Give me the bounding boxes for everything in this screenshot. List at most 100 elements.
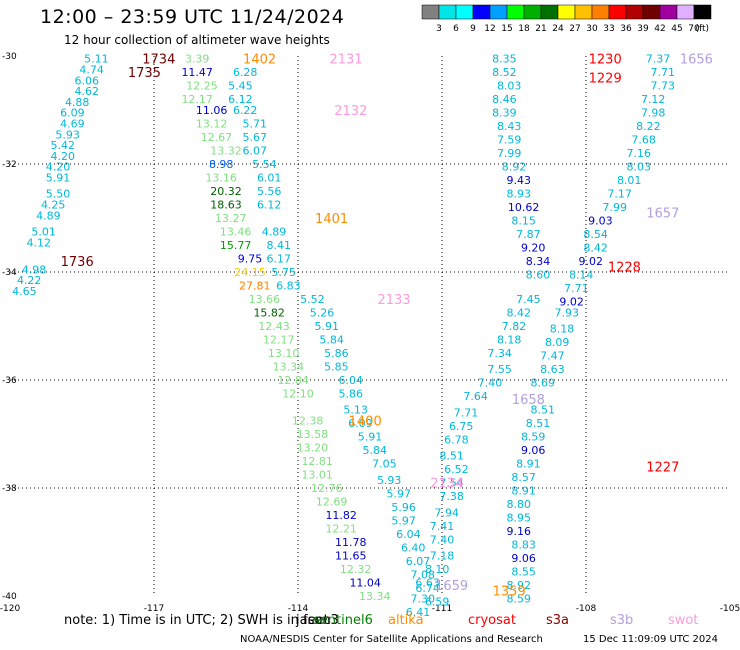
wave-height-label: 8.95 (507, 512, 532, 525)
colorbar-tick-label: 3 (436, 24, 442, 34)
wave-height-label: 6.12 (257, 199, 282, 212)
wave-height-label: 5.84 (363, 444, 388, 457)
wave-height-label: 7.17 (607, 188, 632, 201)
wave-height-label: 6.59 (425, 595, 450, 608)
x-tick-label: -117 (144, 604, 164, 614)
wave-height-label: 8.91 (516, 458, 541, 471)
wave-height-label: 5.54 (252, 158, 277, 171)
wave-height-label: 11.78 (335, 536, 367, 549)
wave-height-label: 5.71 (243, 118, 268, 131)
wave-height-label: 7.38 (439, 490, 464, 503)
wave-height-label: 6.12 (228, 93, 253, 106)
colorbar-tick-label: 42 (654, 24, 665, 34)
wave-height-label: 18.63 (210, 199, 242, 212)
timestamp: 15 Dec 11:09:09 UTC 2024 (583, 634, 718, 645)
wave-height-label: 5.45 (228, 80, 253, 93)
wave-height-label: 5.85 (324, 361, 349, 374)
wave-height-label: 9.16 (507, 525, 532, 538)
y-tick-label: -38 (2, 484, 17, 494)
wave-height-label: 7.08 (411, 568, 436, 581)
colorbar-tick-label: 45 (671, 24, 682, 34)
colorbar-tick-label: 6 (453, 24, 459, 34)
wave-height-label: 8.69 (531, 377, 556, 390)
wave-height-label: 4.62 (75, 85, 100, 98)
wave-height-label: 12.69 (316, 496, 348, 509)
colorbar-tick-label: 70 (688, 24, 700, 34)
wave-height-label: 6.41 (406, 606, 431, 619)
wave-height-label: 4.65 (12, 285, 37, 298)
wave-height-label: 7.87 (516, 228, 541, 241)
wave-height-label: 13.16 (205, 172, 237, 185)
wave-height-label: 8.14 (569, 269, 594, 282)
wave-height-label: 6.04 (396, 528, 421, 541)
wave-height-label: 7.47 (540, 350, 565, 363)
pass-time-label: 1402 (243, 53, 276, 68)
wave-height-label: 11.47 (181, 66, 213, 79)
colorbar-tick-label: 36 (620, 24, 632, 34)
wave-height-label: 4.89 (36, 209, 61, 222)
mission-label-cryosat: cryosat (468, 613, 516, 628)
wave-height-label: 8.03 (627, 161, 652, 174)
wave-height-label: 8.42 (507, 307, 532, 320)
wave-height-label: 8.18 (550, 323, 575, 336)
wave-height-label: 6.07 (243, 145, 268, 158)
wave-height-label: 9.43 (507, 174, 532, 187)
wave-height-label: 8.51 (531, 404, 556, 417)
wave-height-label: 12.67 (201, 131, 233, 144)
wave-height-label: 6.40 (401, 541, 426, 554)
wave-height-label: 11.06 (196, 104, 228, 117)
wave-height-label: 6.28 (233, 66, 258, 79)
wave-height-label: 7.94 (435, 506, 460, 519)
wave-height-label: 5.91 (46, 172, 71, 185)
pass-time-label: 2132 (334, 104, 367, 119)
wave-height-label: 7.71 (454, 406, 479, 419)
wave-height-label: 6.63 (415, 577, 440, 590)
wave-height-label: 8.01 (617, 174, 642, 187)
wave-height-label: 8.98 (209, 158, 234, 171)
wave-height-label: 12.38 (292, 415, 324, 428)
wave-height-label: 8.54 (583, 228, 608, 241)
wave-height-label: 13.01 (301, 469, 333, 482)
pass-time-label: 1359 (493, 585, 526, 600)
wave-height-label: 15.77 (220, 239, 252, 252)
colorbar-unit-label: (ft) (695, 24, 709, 34)
colorbar-tick-label: 9 (470, 24, 476, 34)
wave-height-label: 13.27 (215, 212, 247, 225)
wave-height-label: 4.74 (79, 64, 104, 77)
y-tick-label: -32 (2, 160, 17, 170)
wave-height-label: 12.17 (181, 93, 213, 106)
wave-height-label: 13.58 (297, 428, 329, 441)
wave-height-label: 9.06 (521, 444, 546, 457)
colorbar-tick-label: 21 (535, 24, 546, 34)
wave-height-label: 5.96 (391, 501, 416, 514)
colorbar-tick-label: 33 (603, 24, 614, 34)
wave-height-label: 4.20 (46, 161, 71, 174)
pass-time-label: 2133 (377, 293, 410, 308)
wave-height-label: 7.40 (478, 377, 503, 390)
wave-height-label: 13.66 (249, 293, 281, 306)
wave-height-label: 5.93 (55, 128, 80, 141)
wave-height-label: 8.35 (492, 53, 517, 66)
wave-height-label: 12.21 (325, 523, 357, 536)
wave-height-label: 7.98 (641, 107, 666, 120)
wave-height-label: 8.93 (507, 188, 532, 201)
wave-height-label: 8.59 (521, 431, 546, 444)
wave-height-label: 7.54 (439, 477, 464, 490)
wave-height-label: 5.75 (271, 266, 296, 279)
pass-time-label: 1400 (349, 415, 382, 430)
pass-time-label: 1736 (61, 255, 94, 270)
wave-height-label: 8.22 (636, 120, 661, 133)
wave-height-label: 8.34 (526, 255, 551, 268)
wave-height-label: 12.17 (263, 334, 295, 347)
mission-label-swot: swot (668, 613, 699, 628)
colorbar-tick-label: 18 (518, 24, 530, 34)
wave-height-label: 9.02 (559, 296, 584, 309)
wave-height-label: 8.52 (492, 66, 517, 79)
wave-height-label: 5.84 (319, 334, 344, 347)
wave-height-label: 13.10 (268, 347, 300, 360)
wave-height-label: 7.71 (564, 282, 589, 295)
pass-time-label: 1229 (589, 72, 622, 87)
wave-height-label: 7.55 (487, 363, 512, 376)
wave-height-label: 11.65 (335, 550, 367, 563)
x-tick-label: -111 (432, 604, 452, 614)
